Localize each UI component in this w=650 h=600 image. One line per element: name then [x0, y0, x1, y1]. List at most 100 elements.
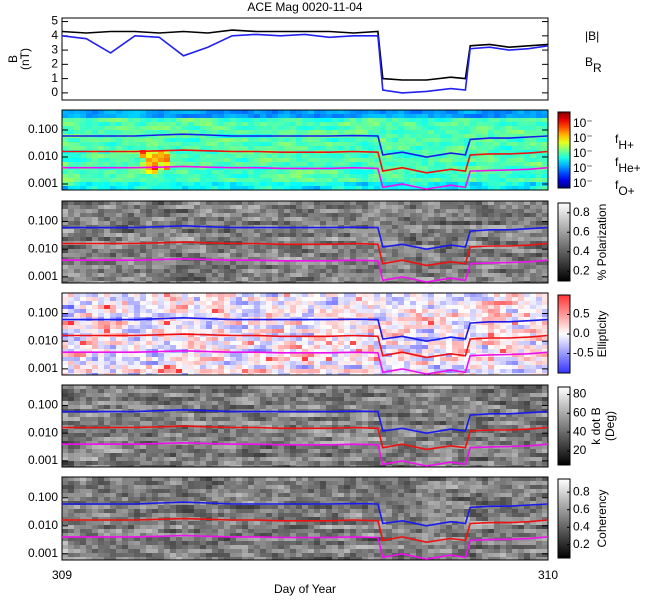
spectrogram-cell — [302, 305, 309, 310]
spectrogram-cell — [392, 150, 399, 155]
spectrogram-cell — [260, 337, 267, 342]
spectrogram-cell — [350, 257, 357, 262]
spectrogram-cell — [464, 166, 471, 171]
spectrogram-cell — [326, 321, 333, 326]
spectrogram-cell — [506, 166, 513, 171]
spectrogram-cell — [470, 361, 477, 366]
spectrogram-cell — [98, 277, 105, 282]
spectrogram-cell — [302, 349, 309, 354]
spectrogram-cell — [518, 337, 525, 342]
spectrogram-cell — [458, 349, 465, 354]
spectrogram-cell — [434, 201, 441, 206]
spectrogram-cell — [368, 325, 375, 330]
spectrogram-cell — [152, 213, 159, 218]
spectrogram-cell — [374, 345, 381, 350]
spectrogram-cell — [212, 337, 219, 342]
spectrogram-cell — [290, 146, 297, 151]
spectrogram-cell — [170, 114, 177, 119]
spectrogram-cell — [512, 333, 519, 338]
spectrogram-cell — [308, 146, 315, 151]
spectrogram-cell — [494, 361, 501, 366]
spectrogram-cell — [362, 158, 369, 163]
spectrogram-cell — [380, 321, 387, 326]
spectrogram-cell — [248, 213, 255, 218]
spectrogram-cell — [308, 325, 315, 330]
spectrogram-cell — [518, 305, 525, 310]
spectrogram-cell — [518, 313, 525, 318]
spectrogram-cell — [386, 257, 393, 262]
spectrogram-cell — [440, 201, 447, 206]
spectrogram-cell — [176, 361, 183, 366]
spectrogram-cell — [140, 337, 147, 342]
spectrogram-cell — [218, 281, 225, 284]
spectrogram-cell — [446, 265, 453, 270]
spectrogram-cell — [218, 293, 225, 298]
spectrogram-cell — [68, 325, 75, 330]
spectrogram-cell — [128, 162, 135, 167]
spectrogram-cell — [344, 201, 351, 206]
spectrogram-cell — [242, 182, 249, 187]
spectrogram-cell — [230, 126, 237, 131]
spectrogram-cell — [272, 265, 279, 270]
legend-name: B — [585, 55, 593, 69]
spectrogram-cell — [416, 134, 423, 139]
spectrogram-cell — [416, 138, 423, 143]
spectrogram-cell — [464, 122, 471, 127]
spectrogram-cell — [182, 237, 189, 242]
spectrogram-cell — [434, 357, 441, 362]
spectrogram-cell — [320, 257, 327, 262]
spectrogram-cell — [146, 237, 153, 242]
spectrogram-cell — [470, 213, 477, 218]
spectrogram-cell — [368, 201, 375, 206]
spectrogram-cell — [206, 249, 213, 254]
spectrogram-cell — [284, 341, 291, 346]
spectrogram-cell — [242, 142, 249, 147]
spectrogram-cell — [410, 154, 417, 159]
spectrogram-cell — [494, 269, 501, 274]
spectrogram-cell — [386, 233, 393, 238]
spectrogram-cell — [146, 142, 153, 147]
spectrogram-cell — [530, 170, 537, 175]
spectrogram-cell — [308, 265, 315, 270]
spectrogram-cell — [236, 146, 243, 151]
spectrogram-cell — [236, 261, 243, 266]
spectrogram-cell — [242, 201, 249, 206]
spectrogram-cell — [116, 122, 123, 127]
spectrogram-cell — [158, 305, 165, 310]
spectrogram-cell — [248, 309, 255, 314]
spectrogram-cell — [494, 313, 501, 318]
spectrogram-cell — [62, 265, 69, 270]
spectrogram-cell — [224, 201, 231, 206]
spectrogram-cell — [170, 341, 177, 346]
spectrogram-cell — [440, 170, 447, 175]
spectrogram-cell — [506, 361, 513, 366]
spectrogram-cell — [242, 345, 249, 350]
spectrogram-cell — [536, 317, 543, 322]
spectrogram-cell — [464, 213, 471, 218]
spectrogram-cell — [374, 273, 381, 278]
spectrogram-cell — [176, 209, 183, 214]
spectrogram-cell — [188, 110, 195, 115]
spectrogram-cell — [74, 305, 81, 310]
spectrogram-cell — [104, 158, 111, 163]
spectrogram-cell — [446, 150, 453, 155]
spectrogram-cell — [152, 154, 159, 159]
spectrogram-cell — [350, 341, 357, 346]
spectrogram-cell — [260, 209, 267, 214]
spectrogram-cell — [338, 353, 345, 358]
spectrogram-cell — [536, 297, 543, 302]
spectrogram-cell — [338, 217, 345, 222]
spectrogram-cell — [368, 329, 375, 334]
spectrogram-cell — [434, 158, 441, 163]
spectrogram-cell — [266, 365, 273, 370]
spectrogram-cell — [116, 305, 123, 310]
spectrogram-cell — [266, 269, 273, 274]
spectrogram-cell — [494, 293, 501, 298]
spectrogram-cell — [470, 297, 477, 302]
spectrogram-cell — [380, 114, 387, 119]
spectrogram-cell — [434, 333, 441, 338]
spectrogram-cell — [326, 357, 333, 362]
spectrogram-cell — [98, 281, 105, 284]
spectrogram-cell — [452, 337, 459, 342]
spectrogram-cell — [278, 337, 285, 342]
